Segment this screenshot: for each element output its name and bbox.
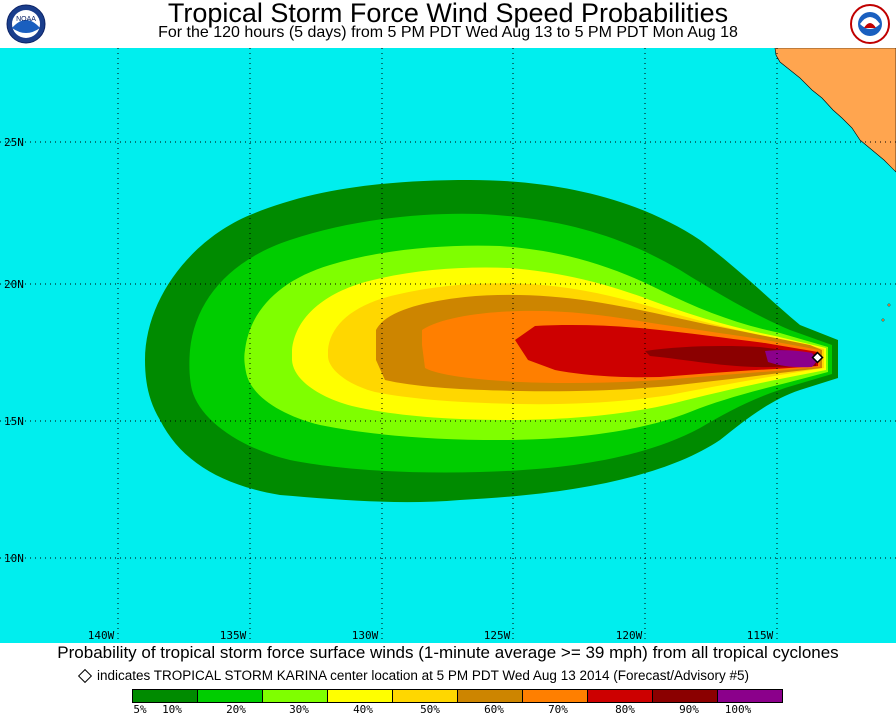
legend-swatch [133,690,198,702]
legend-swatch [588,690,653,702]
lat-label: 25N [4,136,24,149]
lon-label: 135W [220,629,247,642]
lat-label: 10N [4,552,24,565]
lon-label: 125W [484,629,511,642]
prob-band-90 [765,350,818,368]
noaa-logo-icon: NOAA [6,4,46,44]
lon-label: 130W [352,629,379,642]
lat-label: 20N [4,278,24,291]
legend-labels: 5% 10% 20% 30% 40% 50% 60% 70% 80% 90% 1… [0,703,896,716]
legend-swatch [393,690,458,702]
baja-california-land [774,48,896,173]
svg-text:NOAA: NOAA [16,16,36,23]
page-title: Tropical Storm Force Wind Speed Probabil… [167,0,729,28]
legend-label: 90% [679,703,699,716]
storm-center-diamond-icon [77,668,93,683]
graticule [0,48,896,643]
legend-swatch [198,690,263,702]
legend-label: 70% [548,703,568,716]
storm-center-note-text: indicates TROPICAL STORM KARINA center l… [97,668,750,683]
legend-swatch [718,690,782,702]
footer-description: Probability of tropical storm force surf… [57,643,839,662]
map-canvas: 25N 20N 15N 10N 140W 135W 130W 125W 120W… [0,48,896,643]
legend-label: 100% [724,703,752,716]
storm-center-note: indicates TROPICAL STORM KARINA center l… [77,668,750,683]
lon-label: 115W [747,629,774,642]
legend-label: 30% [289,703,309,716]
legend-label: 60% [484,703,504,716]
lat-label: 15N [4,415,24,428]
storm-center-marker [811,351,824,364]
island [887,303,891,307]
legend-swatch [263,690,328,702]
legend-label: 80% [615,703,635,716]
header: NOAA Tropical Storm Force Wind Speed Pro… [0,0,896,48]
national-weather-service-logo-icon [850,4,890,44]
legend-swatch [653,690,718,702]
legend-swatch [328,690,393,702]
probability-map: 25N 20N 15N 10N 140W 135W 130W 125W 120W… [0,48,896,643]
legend-label: 50% [420,703,440,716]
lon-label: 120W [616,629,643,642]
legend-label: 10% [162,703,182,716]
legend-swatch [458,690,523,702]
legend-swatch [523,690,588,702]
island [881,318,885,322]
legend-label: 5% [133,703,147,716]
legend-label: 40% [353,703,373,716]
legend-label: 20% [226,703,246,716]
color-legend [132,689,783,703]
lon-label: 140W [88,629,115,642]
page-subtitle: For the 120 hours (5 days) from 5 PM PDT… [158,24,738,41]
